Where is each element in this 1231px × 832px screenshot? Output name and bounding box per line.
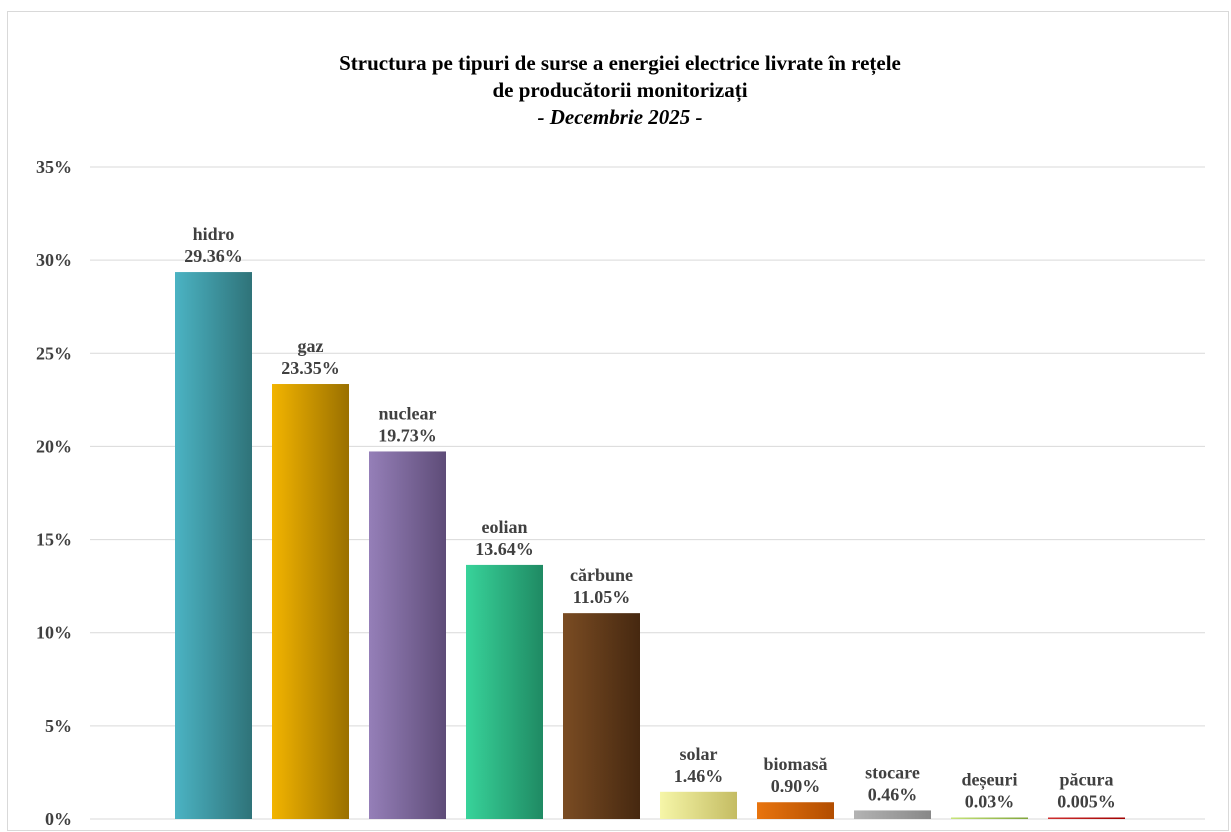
bar-category-label: biomasă [763, 754, 827, 774]
bar-deșeuri [951, 817, 1028, 819]
bar-value-label: 13.64% [475, 539, 534, 559]
bar-biomasă [757, 802, 834, 819]
chart-title-line-2: de producătorii monitorizați [492, 78, 747, 103]
bar-value-label: 1.46% [674, 766, 724, 786]
bar-value-label: 29.36% [184, 246, 243, 266]
bar-eolian [466, 564, 543, 819]
bars [175, 272, 1125, 819]
gridlines [90, 166, 1205, 820]
y-axis-ticks: 0% 5% 10% 15% 20% 25% 30% 35% [36, 157, 72, 829]
bar-value-label: 0.03% [965, 792, 1015, 812]
bar-nuclear [369, 451, 446, 819]
bar-category-label: nuclear [379, 403, 437, 423]
y-tick-label: 15% [36, 530, 72, 550]
bar-stocare [854, 810, 931, 819]
bar-gaz [272, 384, 349, 819]
bar-value-label: 11.05% [573, 587, 631, 607]
bar-labels: hidro29.36%gaz23.35%nuclear19.73%eolian1… [184, 224, 1116, 811]
bar-category-label: eolian [481, 517, 527, 537]
bar-category-label: păcura [1060, 770, 1114, 790]
y-tick-label: 20% [36, 436, 72, 456]
y-tick-label: 0% [45, 809, 72, 829]
y-tick-label: 30% [36, 250, 72, 270]
bar-value-label: 23.35% [281, 358, 340, 378]
bar-category-label: solar [680, 744, 718, 764]
chart-subtitle: - Decembrie 2025 - [537, 105, 702, 129]
y-tick-label: 35% [36, 157, 72, 177]
bar-value-label: 19.73% [378, 425, 437, 445]
bar-category-label: cărbune [570, 565, 633, 585]
y-tick-label: 10% [36, 623, 72, 643]
bar-solar [660, 791, 737, 819]
bar-hidro [175, 272, 252, 819]
bar-category-label: deșeuri [962, 770, 1018, 791]
bar-category-label: stocare [865, 762, 920, 782]
bar-category-label: hidro [193, 224, 235, 244]
bar-value-label: 0.46% [868, 784, 918, 804]
bar-păcura [1048, 817, 1125, 819]
bar-category-label: gaz [298, 336, 324, 356]
bar-value-label: 0.90% [771, 776, 821, 796]
chart-title-line-1: Structura pe tipuri de surse a energiei … [339, 51, 901, 76]
y-tick-label: 25% [36, 343, 72, 363]
bar-value-label: 0.005% [1057, 792, 1116, 812]
y-tick-label: 5% [45, 716, 72, 736]
bar-cărbune [563, 613, 640, 819]
